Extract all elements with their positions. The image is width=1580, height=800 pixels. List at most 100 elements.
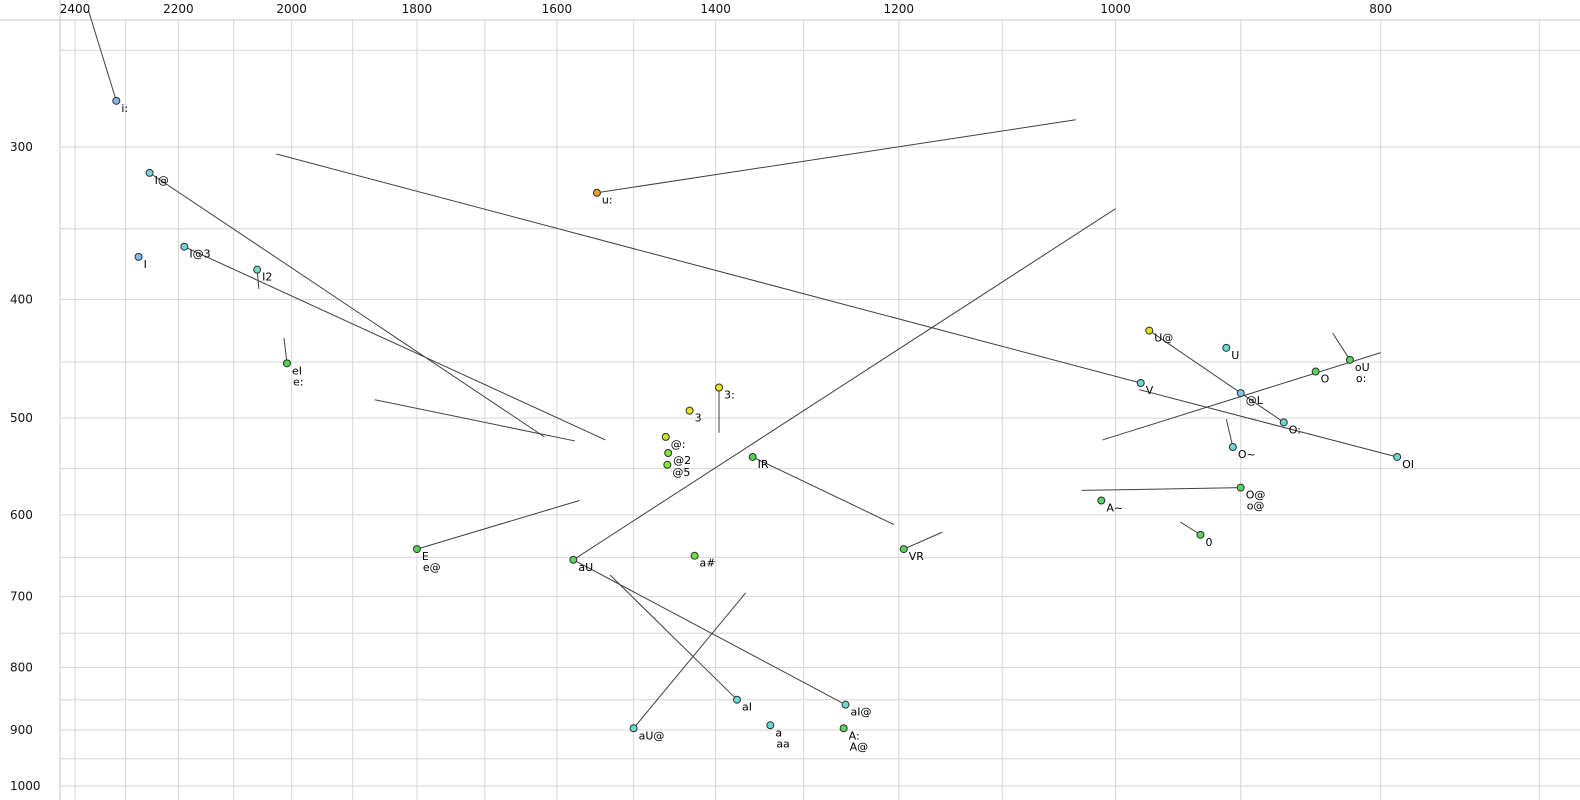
vowel-point[interactable] — [1236, 483, 1245, 492]
trajectory-line — [573, 208, 1116, 561]
vowel-label: aI — [742, 701, 752, 714]
vowel-point[interactable] — [766, 721, 775, 730]
vowel-label-secondary: o: — [1356, 372, 1366, 385]
trajectory-line — [283, 337, 288, 364]
y-tick-label: 1000 — [10, 779, 41, 793]
vowel-point[interactable] — [714, 383, 723, 392]
vowel-point[interactable] — [180, 242, 189, 251]
trajectory-line — [1332, 332, 1351, 361]
vowel-point[interactable] — [145, 168, 154, 177]
x-tick-label: 2000 — [276, 2, 307, 16]
vowel-point[interactable] — [592, 188, 601, 197]
vowel-point[interactable] — [1145, 326, 1154, 335]
y-tick-label: 300 — [10, 140, 33, 154]
vowel-label: O@ — [1246, 489, 1266, 502]
vowel-point[interactable] — [899, 545, 908, 554]
trajectory-line — [1081, 487, 1241, 491]
vowel-label: aU@ — [639, 729, 665, 742]
vowel-label: aI@ — [851, 706, 872, 719]
points-layer — [112, 96, 1402, 733]
vowel-point[interactable] — [733, 695, 742, 704]
vowel-label: @: — [671, 438, 686, 451]
vowel-point[interactable] — [1311, 367, 1320, 376]
x-tick-label: 1400 — [700, 2, 731, 16]
vowel-point[interactable] — [664, 449, 673, 458]
vowel-label: a — [775, 726, 782, 739]
vowel-point[interactable] — [1228, 443, 1237, 452]
y-tick-label: 700 — [10, 590, 33, 604]
trajectory-line — [374, 399, 575, 442]
trajectory-line — [1225, 419, 1234, 448]
y-tick-label: 400 — [10, 293, 33, 307]
vowel-label: O: — [1289, 423, 1301, 436]
x-tick-label: 1600 — [542, 2, 573, 16]
vowel-point[interactable] — [1196, 530, 1205, 539]
trajectory-line — [609, 574, 738, 701]
vowel-point[interactable] — [1345, 355, 1354, 364]
vowel-label: 3: — [724, 389, 735, 402]
vowel-point[interactable] — [629, 724, 638, 733]
vowel-label: I — [144, 258, 147, 271]
vowel-point[interactable] — [1236, 389, 1245, 398]
vowel-point[interactable] — [661, 432, 670, 441]
vowel-label-secondary: A@ — [850, 740, 869, 753]
vowel-point[interactable] — [1222, 343, 1231, 352]
vowel-label: a# — [700, 557, 716, 570]
vowel-label: A~ — [1106, 502, 1123, 515]
vowel-label: @L — [1246, 394, 1264, 407]
vowel-label: i: — [121, 102, 128, 115]
vowel-label: IR — [758, 458, 769, 471]
x-tick-label: 2400 — [60, 2, 91, 16]
vowel-point[interactable] — [841, 700, 850, 709]
trajectory-line — [276, 153, 1141, 384]
trajectory-line — [903, 531, 943, 550]
vowel-point[interactable] — [1097, 496, 1106, 505]
vowel-point[interactable] — [412, 545, 421, 554]
vowel-label: 0 — [1205, 536, 1212, 549]
vowel-label: O — [1321, 373, 1330, 386]
y-tick-label: 800 — [10, 661, 33, 675]
vowel-label: @5 — [672, 466, 690, 479]
vowel-point[interactable] — [663, 460, 672, 469]
vowel-label: O~ — [1238, 448, 1256, 461]
vowel-label-secondary: aa — [776, 737, 789, 750]
trajectory-line — [596, 119, 1076, 194]
vowel-label: E — [422, 550, 429, 563]
vowel-label: I2 — [262, 271, 272, 284]
trajectory-line — [1179, 521, 1201, 536]
vowel-point[interactable] — [569, 555, 578, 564]
vowel-point[interactable] — [282, 359, 291, 368]
vowel-label-secondary: o@ — [1247, 500, 1265, 513]
y-tick-label: 600 — [10, 508, 33, 522]
trajectory-layer — [87, 10, 1398, 729]
vowel-point[interactable] — [1279, 418, 1288, 427]
vowel-label: aU — [578, 561, 593, 574]
vowel-point[interactable] — [839, 724, 848, 733]
vowel-point[interactable] — [690, 551, 699, 560]
trajectory-line — [633, 592, 747, 729]
trajectory-line — [752, 456, 895, 525]
y-tick-label: 500 — [10, 411, 33, 425]
x-tick-label: 1200 — [884, 2, 915, 16]
x-tick-label: 2200 — [163, 2, 194, 16]
trajectory-line — [1139, 389, 1398, 458]
vowel-point[interactable] — [134, 252, 143, 261]
trajectory-line — [1148, 330, 1285, 423]
vowel-point[interactable] — [253, 265, 262, 274]
vowel-point[interactable] — [748, 452, 757, 461]
vowel-label: U — [1231, 349, 1239, 362]
trajectory-line — [87, 10, 117, 101]
trajectory-line — [573, 559, 846, 706]
vowel-point[interactable] — [1393, 452, 1402, 461]
vowel-label: I@3 — [189, 248, 210, 261]
vowel-point[interactable] — [685, 406, 694, 415]
vowel-point[interactable] — [112, 96, 121, 105]
trajectory-line — [184, 246, 606, 441]
vowel-label: eI — [292, 364, 302, 377]
x-tick-label: 800 — [1369, 2, 1392, 16]
vowel-label: I@ — [155, 174, 169, 187]
x-tick-label: 1000 — [1100, 2, 1131, 16]
vowel-point[interactable] — [1136, 378, 1145, 387]
